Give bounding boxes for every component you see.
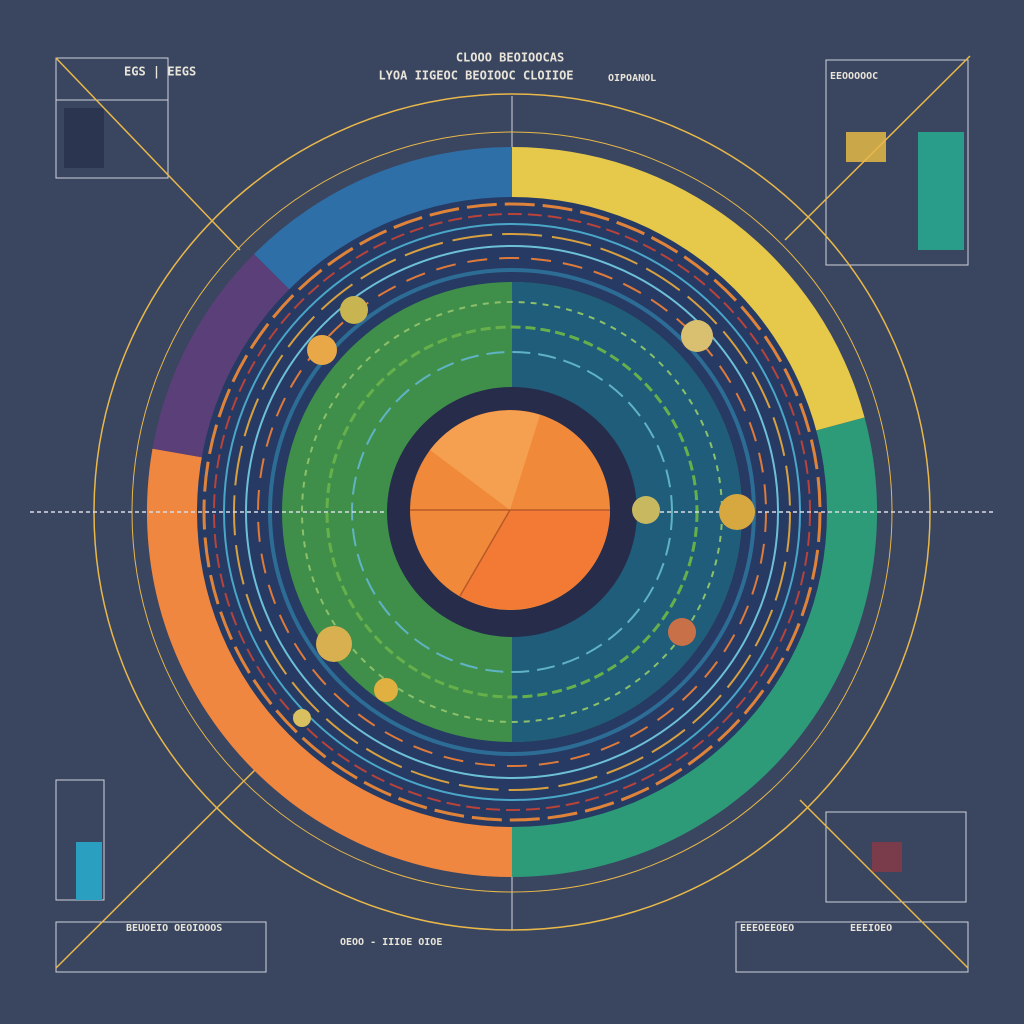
dot	[632, 496, 660, 524]
panel	[64, 108, 104, 168]
frame-bottom-right	[825, 811, 967, 903]
panel	[76, 842, 102, 900]
frame-top-left	[55, 57, 169, 179]
dot	[374, 678, 398, 702]
panel	[918, 132, 964, 250]
dot	[719, 494, 755, 530]
footer-text: OEOO - IIIOE OIOE	[340, 937, 442, 948]
frame-bottom	[735, 921, 969, 973]
title: CLOOO BEOIOOCAS	[456, 51, 564, 65]
dot	[340, 296, 368, 324]
core-slice	[460, 510, 610, 610]
panel	[872, 842, 902, 872]
dot	[668, 618, 696, 646]
dot	[293, 709, 311, 727]
subtitle: LYOA IIGEOC BEOIOOC CLOIIOE	[378, 69, 573, 83]
orbit-dots	[293, 296, 755, 727]
frame-bottom	[55, 921, 267, 973]
frame-top-right	[825, 59, 969, 266]
dot	[681, 320, 713, 352]
panel	[846, 132, 886, 162]
ring-line	[202, 202, 822, 822]
ring-line	[245, 245, 779, 779]
footer-text: EEEIOEO	[850, 923, 892, 934]
core-slice	[430, 410, 540, 510]
label: EEOOOOOC	[830, 71, 878, 82]
diagonal	[799, 799, 969, 969]
dot	[316, 626, 352, 662]
diagonal	[55, 754, 271, 969]
diagonal	[784, 55, 971, 241]
diagonal	[55, 57, 241, 251]
label: OIPOANOL	[608, 73, 656, 84]
footer-text: EEEOEEOEO	[740, 923, 794, 934]
dot	[307, 335, 337, 365]
corner-frames	[55, 57, 969, 973]
core-line	[459, 509, 511, 597]
label: EGS | EEGS	[124, 65, 196, 79]
footer-text: BEUOEIO OEOIOOOS	[126, 923, 222, 934]
